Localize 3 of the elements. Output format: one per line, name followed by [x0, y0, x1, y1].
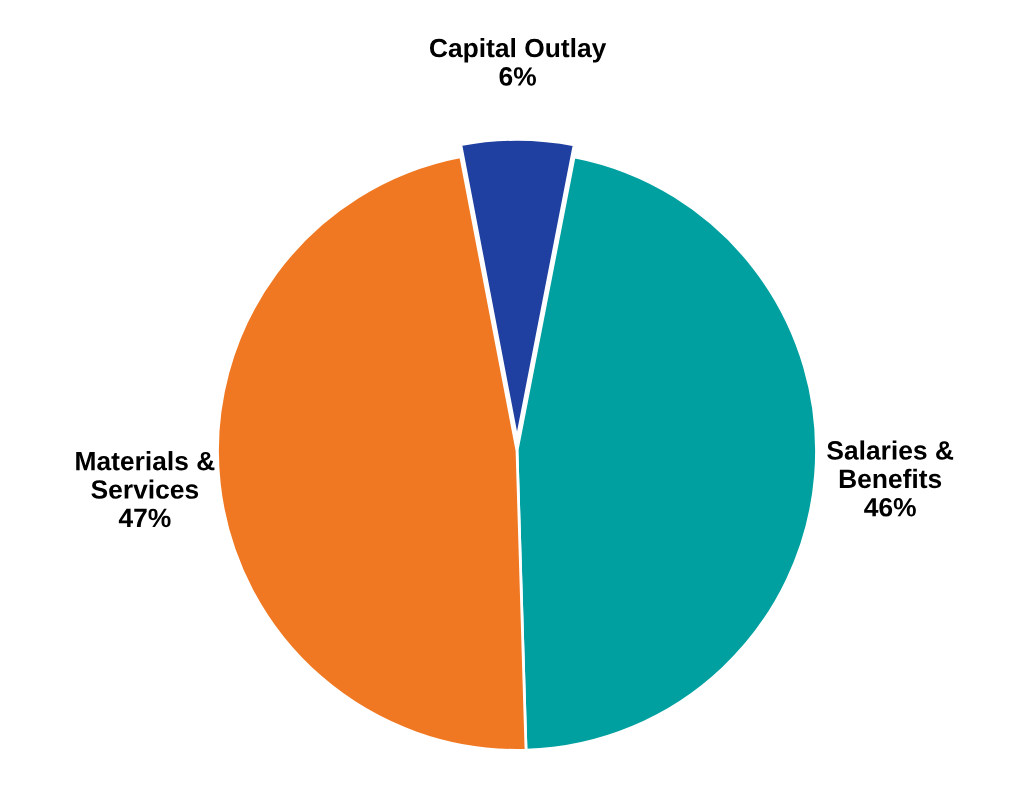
slice-label: Salaries & Benefits 46% — [827, 440, 954, 517]
slice-label: Materials & Services 47% — [76, 451, 215, 528]
slice-label: Capital Outlay 6% — [429, 37, 607, 86]
